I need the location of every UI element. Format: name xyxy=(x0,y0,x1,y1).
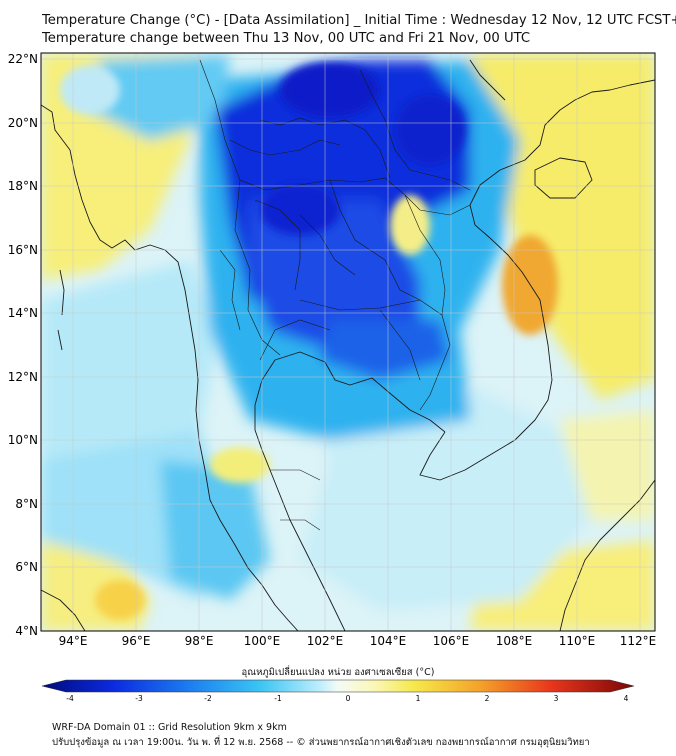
lon-label: 102°E xyxy=(307,634,344,648)
lat-label: 4°N xyxy=(15,624,38,638)
border-layer xyxy=(199,59,471,531)
lat-label: 22°N xyxy=(8,52,38,66)
lat-label: 16°N xyxy=(8,243,38,257)
lon-label: 104°E xyxy=(370,634,407,648)
lon-label: 108°E xyxy=(496,634,533,648)
lon-label: 96°E xyxy=(122,634,151,648)
colorbar-tick: 0 xyxy=(346,694,351,703)
lat-label: 14°N xyxy=(8,306,38,320)
lon-label: 112°E xyxy=(620,634,657,648)
colorbar-tick: 1 xyxy=(416,694,421,703)
footer-model-info: WRF-DA Domain 01 :: Grid Resolution 9km … xyxy=(52,722,287,733)
map-title-line2: Temperature change between Thu 13 Nov, 0… xyxy=(42,31,531,46)
map-frame xyxy=(40,52,656,632)
lat-label: 8°N xyxy=(15,497,38,511)
lat-label: 12°N xyxy=(8,370,38,384)
lat-label: 6°N xyxy=(15,560,38,574)
longitude-axis: 94°E 96°E 98°E 100°E 102°E 104°E 106°E 1… xyxy=(59,634,657,648)
colorbar: -4 -3 -2 -1 0 1 2 3 4 xyxy=(41,679,635,703)
map-title-line1: Temperature Change (°C) - [Data Assimila… xyxy=(42,13,676,28)
lat-label: 10°N xyxy=(8,433,38,447)
colorbar-tick: 4 xyxy=(624,694,629,703)
colorbar-tick: -3 xyxy=(135,694,143,703)
graticule xyxy=(41,53,655,631)
lon-label: 98°E xyxy=(185,634,214,648)
lat-label: 20°N xyxy=(8,116,38,130)
colorbar-label: อุณหภูมิเปลี่ยนแปลง หน่วย องศาเซลเซียส (… xyxy=(241,667,435,678)
lon-label: 100°E xyxy=(244,634,281,648)
colorbar-tick: -1 xyxy=(274,694,282,703)
colorbar-tick: 2 xyxy=(485,694,490,703)
colorbar-tick: 3 xyxy=(554,694,559,703)
lon-label: 94°E xyxy=(59,634,88,648)
lon-label: 106°E xyxy=(433,634,470,648)
colorbar-tick: -4 xyxy=(66,694,74,703)
lat-label: 18°N xyxy=(8,179,38,193)
lon-label: 110°E xyxy=(559,634,596,648)
colorbar-bar xyxy=(41,679,635,693)
coastline-layer xyxy=(41,59,655,631)
footer-update-info: ปรับปรุงข้อมูล ณ เวลา 19:00น. วัน พ. ที่… xyxy=(52,737,590,748)
colorbar-tick: -2 xyxy=(204,694,212,703)
latitude-axis: 22°N 20°N 18°N 16°N 14°N 12°N 10°N 8°N 6… xyxy=(8,52,38,638)
temperature-field xyxy=(41,53,655,631)
